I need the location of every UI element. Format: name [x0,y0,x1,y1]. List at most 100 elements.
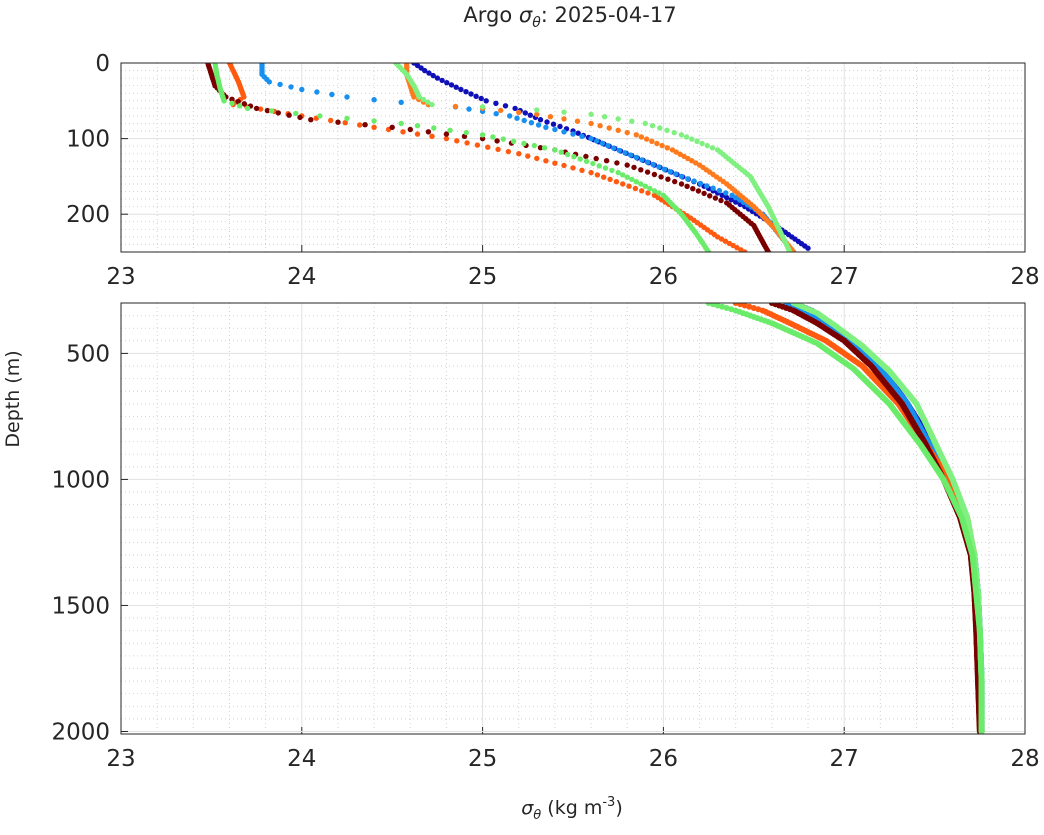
data-point [716,187,723,194]
data-point [596,163,602,169]
data-point [531,142,537,149]
data-point [237,103,243,109]
data-point [699,140,705,147]
data-point [684,183,690,189]
data-point [479,104,486,110]
x-tick-label: 25 [468,264,497,290]
data-point [516,151,522,157]
data-point [534,111,540,118]
y-tick-label: 1500 [51,593,110,619]
data-point [493,100,499,107]
data-point [615,116,621,122]
data-point [579,133,585,139]
data-point [701,190,707,197]
data-point [552,160,558,166]
data-point [398,99,404,106]
data-point [673,171,679,177]
data-point [485,144,491,150]
data-point [537,117,544,123]
x-tick-label: 28 [1010,264,1039,290]
data-point [671,129,677,136]
data-point [512,105,518,112]
data-point [629,118,635,124]
data-point [308,117,314,123]
data-point [750,305,757,311]
data-point [723,305,730,311]
data-point [691,178,697,184]
x-tick-label: 24 [287,264,316,290]
data-points [205,63,811,252]
x-tick-label: 23 [106,746,135,772]
data-point [528,120,535,126]
data-point [657,125,663,131]
data-point [651,188,658,194]
data-point [552,147,558,153]
data-point [535,122,542,128]
data-point [583,153,589,160]
data-point [571,154,577,160]
data-point [645,190,651,196]
data-point [607,176,613,183]
data-point [704,183,710,189]
data-point [575,130,581,136]
data-point [638,134,645,140]
data-point [505,148,512,155]
data-point [733,195,739,201]
data-point [473,93,479,100]
data-point [507,113,513,119]
data-point [787,249,793,252]
data-point [464,140,470,146]
data-point [425,99,431,105]
data-point [439,77,445,84]
data-point [516,109,522,116]
data-point [733,199,739,205]
axes-box [120,62,1026,253]
data-point [490,134,496,140]
data-point [654,140,660,147]
data-point [422,67,428,74]
data-point [561,129,567,135]
data-point [615,127,621,133]
x-tick-label: 26 [649,264,678,290]
data-point [537,145,544,151]
data-point [448,82,455,88]
data-point [229,100,235,107]
data-point [601,114,608,120]
data-point [317,113,323,119]
data-point [458,86,464,93]
data-point [678,132,685,138]
data-point [478,95,484,102]
data-point [429,133,435,139]
data-point [444,80,450,86]
data-point [689,136,695,142]
data-point [525,153,531,159]
data-point [544,119,550,125]
data-point [603,158,610,164]
data-point [620,181,626,187]
data-point [624,162,630,168]
data-point [443,135,450,142]
data-point [527,112,533,118]
data-point [543,124,549,130]
data-point [474,142,481,148]
data-point [629,176,635,183]
data-point [644,169,651,175]
data-point [639,157,645,163]
data-point [550,121,557,127]
data-point [342,120,348,126]
data-point [570,131,576,137]
data-point [678,181,685,187]
data-point [494,138,500,144]
y-tick-label: 1000 [51,467,110,493]
data-point [493,111,499,117]
data-point [288,84,294,90]
data-point [425,129,432,135]
data-point [633,179,639,185]
data-point [639,188,645,194]
data-point [344,115,350,122]
y-tick-label: 0 [95,51,110,77]
data-point [697,180,704,187]
data-point [738,247,744,252]
data-point [631,164,637,171]
